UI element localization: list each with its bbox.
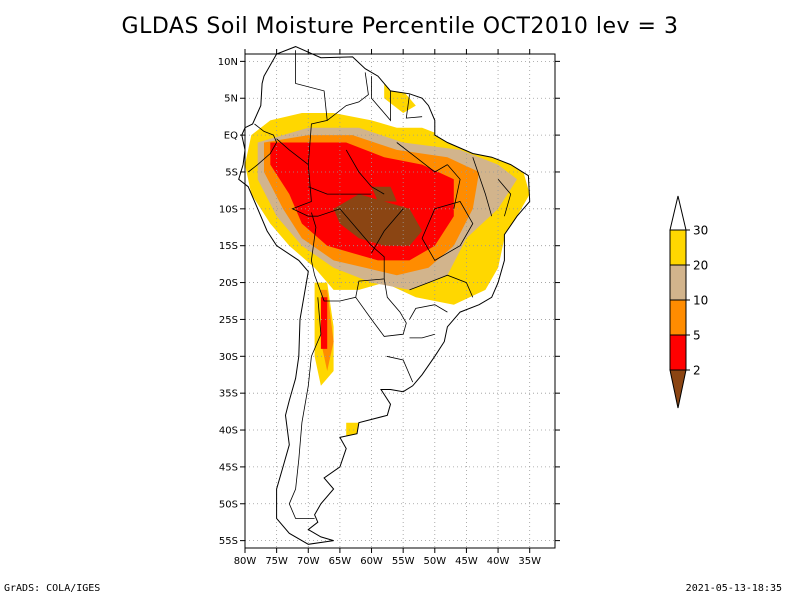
colorbar-arrow-top [669,195,687,231]
colorbar-label: 30 [693,224,708,238]
border-line [326,72,369,121]
colorbar-label: 5 [693,329,701,343]
lat-tick-label: 35S [219,389,238,400]
lat-tick-label: 40S [219,426,238,437]
lat-tick-label: 20S [219,278,238,289]
data-layer [245,83,530,438]
lat-tick-label: 15S [219,241,238,252]
lon-tick-label: 75W [265,556,288,567]
colorbar-label: 2 [693,364,701,378]
map-frame [244,53,556,549]
border-line [447,164,461,209]
border-line [247,123,278,173]
lon-tick-label: 35W [518,556,541,567]
border-line [497,179,512,217]
percentile-region-lt2 [333,194,423,246]
lat-tick-label: 55S [219,536,238,547]
percentile-region-20-30 [384,83,416,113]
percentile-region-2-5 [320,297,328,349]
lat-tick-label: 5S [225,167,238,178]
border-line [288,297,322,519]
border-line [371,208,404,254]
lat-tick-label: 10N [218,57,238,68]
lon-tick-label: 65W [329,556,352,567]
lat-tick-label: 30S [219,352,238,363]
border-line [396,142,448,173]
footer-timestamp: 2021-05-13-18:35 [685,583,782,594]
axis-ticks: 10N 5N EQ 5S 10S 15S 20S 25S 30S 35S 40S 45S 50S 55S 8… [218,49,560,567]
border-line [409,274,474,298]
lat-tick-label: 5N [224,94,238,105]
lat-tick-label: 50S [219,499,238,510]
colorbar-arrow-bottom [669,369,687,409]
border-line [409,304,448,320]
lon-tick-label: 55W [392,556,415,567]
lon-tick-label: 45W [455,556,478,567]
lon-tick-label: 50W [423,556,446,567]
border-line [308,186,372,195]
footer-credit: GrADS: COLA/IGES [4,583,101,594]
lon-tick-label: 70W [297,556,320,567]
country-borders [247,50,512,519]
colorbar-label: 10 [693,294,708,308]
border-line [409,333,435,339]
border-line [386,355,414,383]
map-title: GLDAS Soil Moisture Percentile OCT2010 l… [121,14,679,39]
border-line [345,149,385,195]
border-line [421,201,474,261]
colorbar-band [669,334,687,371]
colorbar-band [669,299,687,336]
coastline [238,46,531,545]
lon-tick-label: 40W [487,556,510,567]
colorbar-band [669,229,687,266]
lon-tick-label: 60W [360,556,383,567]
lat-tick-label: EQ [224,131,238,142]
border-line [308,208,385,302]
colorbar-legend: 30 20 10 5 2 [669,195,708,409]
lat-tick-label: 25S [219,315,238,326]
lon-tick-label: 80W [234,556,257,567]
colorbar-band [669,264,687,301]
border-line [371,76,391,122]
border-line [355,278,407,337]
border-line [295,50,328,165]
border-line [472,157,493,217]
lat-tick-label: 45S [219,462,238,473]
lat-tick-label: 10S [219,204,238,215]
colorbar-label: 20 [693,259,708,273]
border-line [276,138,312,217]
border-line [405,94,423,119]
